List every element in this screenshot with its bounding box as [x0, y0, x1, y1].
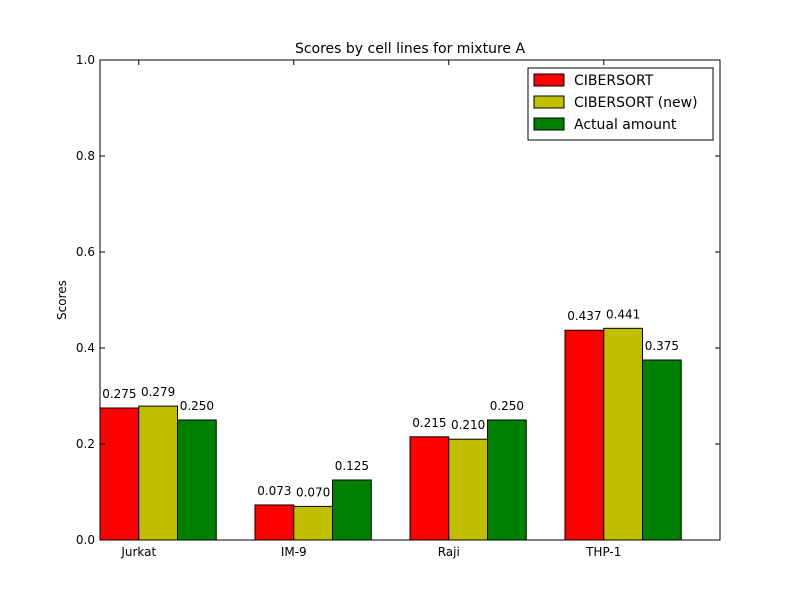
data-label: 0.125	[335, 459, 369, 473]
y-tick-label: 0.6	[76, 245, 95, 259]
y-tick-label: 0.0	[76, 533, 95, 547]
legend-swatch	[533, 117, 565, 131]
bar-raji-series-1	[448, 438, 488, 541]
data-label: 0.210	[451, 418, 485, 432]
y-tick-label: 0.2	[76, 437, 95, 451]
x-tick-label: Jurkat	[120, 545, 156, 559]
bar-jurkat-series-2	[177, 419, 217, 541]
plot-frame	[99, 59, 721, 541]
legend-label: CIBERSORT	[574, 73, 654, 89]
bar-thp-1-series-0	[564, 329, 605, 541]
bar-im-9-series-0	[254, 504, 295, 541]
bar-jurkat-series-0	[99, 407, 140, 541]
data-label: 0.250	[490, 399, 524, 413]
legend-label: Actual amount	[574, 117, 677, 133]
data-label: 0.070	[296, 485, 330, 499]
x-axis-ticks: Jurkat IM-9 Raji THP-1	[120, 60, 621, 559]
bar-raji-series-2	[487, 419, 527, 541]
y-tick-label: 1.0	[76, 53, 95, 67]
chart-title: Scores by cell lines for mixture A	[295, 41, 526, 57]
bar-jurkat-series-1	[138, 405, 178, 541]
y-tick-label: 0.8	[76, 149, 95, 163]
x-tick-label: Raji	[438, 545, 460, 559]
bar-im-9-series-2	[332, 479, 372, 541]
legend-swatch	[533, 73, 565, 87]
legend: CIBERSORT CIBERSORT (new) Actual amount	[527, 67, 714, 141]
y-axis-ticks: 0.0 0.2 0.4 0.6 0.8 1.0	[76, 53, 720, 547]
bar-thp-1-series-1	[603, 327, 643, 541]
data-label: 0.073	[257, 484, 291, 498]
data-label: 0.375	[645, 339, 679, 353]
y-tick-label: 0.4	[76, 341, 95, 355]
data-label: 0.250	[180, 399, 214, 413]
data-label: 0.441	[606, 307, 640, 321]
data-label: 0.279	[141, 385, 175, 399]
x-tick-label: THP-1	[585, 545, 621, 559]
bar-raji-series-0	[409, 436, 450, 541]
x-tick-label: IM-9	[281, 545, 307, 559]
data-label: 0.275	[102, 387, 136, 401]
legend-swatch	[533, 95, 565, 109]
value-labels-layer: 0.275 0.073 0.215 0.437 0.279 0.070 0.210 0.441…	[102, 307, 679, 499]
bars-layer	[99, 327, 682, 541]
bar-thp-1-series-2	[642, 359, 682, 541]
bar-im-9-series-1	[293, 505, 333, 541]
data-label: 0.215	[412, 416, 446, 430]
y-axis-label: Scores	[55, 280, 69, 320]
legend-label: CIBERSORT (new)	[574, 95, 698, 111]
data-label: 0.437	[567, 309, 601, 323]
